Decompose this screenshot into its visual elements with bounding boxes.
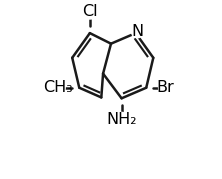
Text: N: N <box>131 24 144 39</box>
Circle shape <box>115 112 129 127</box>
Text: Cl: Cl <box>82 4 98 20</box>
Circle shape <box>131 26 143 38</box>
Circle shape <box>159 81 173 95</box>
Circle shape <box>51 81 65 95</box>
Circle shape <box>83 5 97 19</box>
Text: NH₂: NH₂ <box>106 112 137 127</box>
Text: CH₃: CH₃ <box>43 80 73 95</box>
Text: Br: Br <box>157 80 174 95</box>
